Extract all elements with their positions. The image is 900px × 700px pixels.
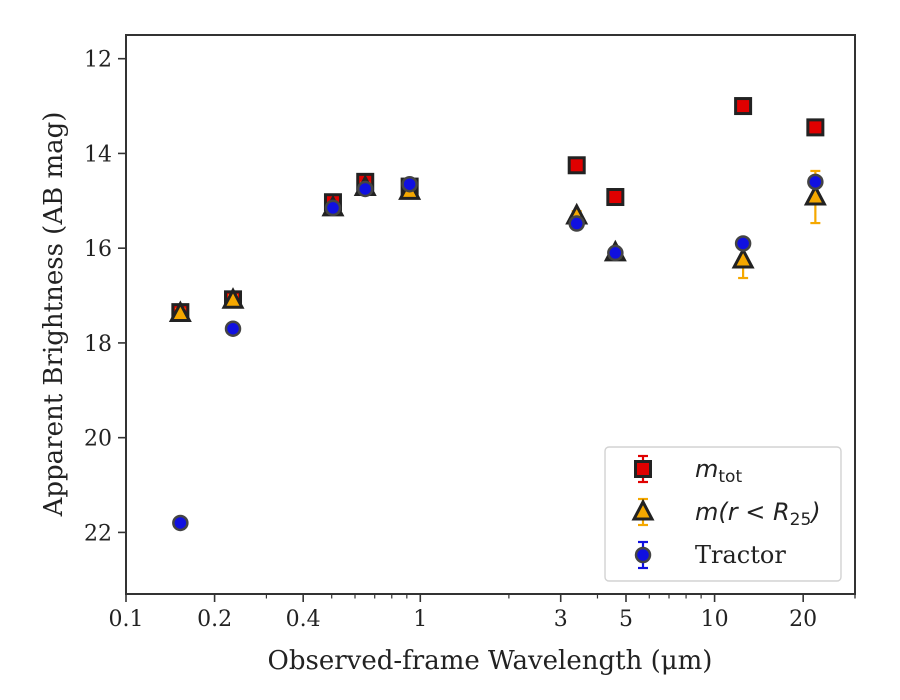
y-tick-label: 22 [84, 521, 112, 546]
triangle-point [731, 246, 755, 269]
circle-point [568, 215, 585, 232]
y-tick-label: 12 [84, 48, 112, 73]
x-tick-label: 0.1 [109, 607, 144, 632]
circle-point [224, 320, 242, 337]
x-axis-ticks: 0.1 0.2 0.4 1 3 5 10 20 [109, 594, 856, 632]
circle-point [172, 514, 189, 532]
legend-entry-label: Tractor [695, 541, 786, 569]
x-tick-label: 0.2 [197, 607, 232, 632]
legend-math-base: m [695, 455, 718, 483]
triangle-point [168, 300, 192, 323]
y-axis-label: Apparent Brightness (AB mag) [39, 112, 69, 518]
circle-point [324, 199, 342, 217]
triangle-point [803, 183, 827, 206]
legend-math-base: m(r < R [695, 498, 790, 526]
y-tick-label: 16 [84, 237, 112, 262]
y-tick-label: 14 [84, 142, 112, 167]
legend-box [604, 446, 842, 582]
circle-point [734, 235, 752, 252]
x-tick-label: 0.4 [286, 607, 321, 632]
circle-point [607, 244, 624, 262]
square-point [606, 188, 625, 207]
square-point [734, 97, 753, 116]
x-axis-label: Observed-frame Wavelength (μm) [268, 646, 713, 676]
x-tick-label: 10 [701, 607, 729, 632]
legend-entry-label: m(r < R25) [695, 498, 821, 530]
y-tick-label: 18 [84, 332, 112, 357]
y-axis-ticks: 12 14 16 18 20 22 [84, 48, 126, 546]
x-tick-label: 3 [554, 607, 568, 632]
x-tick-label: 5 [619, 607, 633, 632]
legend-circle-marker [634, 546, 652, 564]
y-tick-label: 20 [84, 427, 112, 452]
data-points [168, 97, 827, 532]
square-point [567, 156, 586, 175]
legend-square-marker [634, 460, 652, 478]
x-tick-label: 1 [413, 607, 427, 632]
legend-math-sub: tot [718, 467, 742, 487]
legend-triangle-marker [631, 498, 655, 521]
triangle-point [221, 287, 245, 309]
legend-entry-label: mtot [695, 455, 742, 487]
series-2 [172, 173, 824, 532]
circle-point [356, 180, 374, 198]
legend: mtot m(r < R25) Tractor [604, 446, 842, 582]
legend-math-tail: ) [809, 498, 820, 526]
legend-math-sub: 25 [790, 510, 812, 530]
x-tick-label: 20 [789, 607, 817, 632]
square-point [806, 118, 825, 137]
circle-point [807, 173, 824, 191]
circle-point [401, 175, 418, 193]
